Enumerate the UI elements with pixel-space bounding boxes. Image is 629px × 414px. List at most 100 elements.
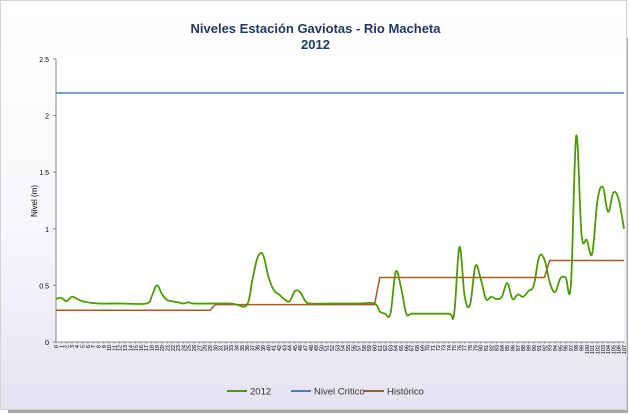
- x-tick-label: 67: [410, 345, 416, 351]
- x-tick-label: 42: [277, 345, 283, 351]
- x-tick-label: 34: [234, 345, 240, 351]
- x-tick-label: 85: [505, 345, 511, 351]
- x-tick-label: 11: [112, 345, 118, 351]
- x-tick-label: 65: [399, 345, 405, 351]
- x-tick-label: 13: [123, 345, 129, 351]
- x-tick-label: 29: [208, 345, 214, 351]
- x-tick-label: 102: [595, 345, 601, 354]
- x-tick-label: 55: [346, 345, 352, 351]
- y-tick-label: 1.5: [39, 170, 49, 177]
- x-tick-label: 106: [617, 345, 623, 354]
- x-tick-label: 48: [309, 345, 315, 351]
- x-tick-label: 87: [516, 345, 522, 351]
- chart-subtitle: 2012: [301, 37, 330, 52]
- x-tick-label: 7: [91, 345, 97, 348]
- chart-title: Niveles Estación Gaviotas - Rio Macheta: [190, 21, 441, 36]
- y-tick-label: 0: [45, 340, 49, 347]
- x-tick-label: 39: [261, 345, 267, 351]
- x-tick-label: 104: [606, 345, 612, 354]
- x-tick-label: 22: [171, 345, 177, 351]
- x-tick-label: 60: [373, 345, 379, 351]
- x-tick-label: 44: [288, 345, 294, 351]
- x-tick-label: 95: [558, 345, 564, 351]
- x-tick-label: 91: [537, 345, 543, 351]
- x-tick-label: 50: [319, 345, 325, 351]
- series-line-2012: [55, 134, 625, 320]
- x-tick-label: 40: [266, 345, 272, 351]
- x-tick-label: 71: [431, 345, 437, 351]
- x-tick-label: 31: [219, 345, 225, 351]
- x-tick-label: 103: [601, 345, 607, 354]
- x-tick-label: 45: [293, 345, 299, 351]
- x-tick-label: 69: [420, 345, 426, 351]
- legend-label: Histórico: [387, 387, 424, 398]
- x-tick-label: 82: [489, 345, 495, 351]
- x-tick-label: 41: [272, 345, 278, 351]
- x-tick-label: 75: [452, 345, 458, 351]
- x-tick-label: 21: [165, 345, 171, 351]
- x-tick-label: 0: [54, 345, 60, 348]
- x-tick-label: 77: [463, 345, 469, 351]
- x-tick-label: 6: [86, 345, 92, 348]
- x-tick-label: 19: [155, 345, 161, 351]
- x-tick-label: 70: [426, 345, 432, 351]
- x-tick-label: 86: [511, 345, 517, 351]
- x-tick-label: 64: [394, 345, 400, 351]
- x-tick-label: 30: [213, 345, 219, 351]
- x-tick-label: 99: [580, 345, 586, 351]
- x-tick-label: 84: [500, 345, 506, 351]
- x-tick-label: 53: [335, 345, 341, 351]
- x-tick-label: 43: [282, 345, 288, 351]
- x-tick-label: 9: [102, 345, 108, 348]
- x-tick-label: 63: [388, 345, 394, 351]
- y-axis-label: Nivel (m): [30, 185, 39, 217]
- x-tick-label: 72: [436, 345, 442, 351]
- series-line-hist-rico: [56, 259, 624, 312]
- x-tick-label: 92: [542, 345, 548, 351]
- x-tick-label: 26: [192, 345, 198, 351]
- x-tick-label: 4: [75, 345, 81, 348]
- x-tick-label: 51: [325, 345, 331, 351]
- x-tick-label: 83: [495, 345, 501, 351]
- x-tick-label: 38: [256, 345, 262, 351]
- x-tick-label: 62: [383, 345, 389, 351]
- x-tick-label: 80: [479, 345, 485, 351]
- x-tick-label: 12: [118, 345, 124, 351]
- x-tick-label: 58: [362, 345, 368, 351]
- x-tick-label: 3: [70, 345, 76, 348]
- x-tick-label: 54: [341, 345, 347, 351]
- x-tick-label: 5: [81, 345, 87, 348]
- x-tick-label: 32: [224, 345, 230, 351]
- x-tick-label: 98: [574, 345, 580, 351]
- y-tick-label: 0.5: [39, 283, 49, 290]
- x-tick-label: 100: [585, 345, 591, 354]
- x-tick-label: 20: [160, 345, 166, 351]
- x-tick-label: 78: [468, 345, 474, 351]
- x-tick-label: 37: [250, 345, 256, 351]
- x-tick-label: 96: [564, 345, 570, 351]
- x-tick-label: 27: [197, 345, 203, 351]
- y-tick-label: 2.5: [39, 57, 49, 64]
- x-tick-label: 28: [203, 345, 209, 351]
- y-tick-label: 1: [45, 227, 49, 234]
- legend-label: 2012: [250, 387, 271, 398]
- x-tick-label: 2: [65, 345, 71, 348]
- x-tick-label: 56: [351, 345, 357, 351]
- x-tick-label: 23: [176, 345, 182, 351]
- x-tick-label: 81: [484, 345, 490, 351]
- x-tick-label: 47: [303, 345, 309, 351]
- x-tick-label: 97: [569, 345, 575, 351]
- legend-label: Nivel Critico: [314, 387, 365, 398]
- x-tick-label: 76: [457, 345, 463, 351]
- x-tick-label: 16: [139, 345, 145, 351]
- line-chart: 00.511.522.5 0 1 2 3 4 5 6 7 8 9 10 11 12 13 14 15 16 17 1…: [30, 57, 626, 398]
- legend: 2012 Nivel Critico Histórico: [227, 387, 424, 398]
- x-tick-label: 93: [548, 345, 554, 351]
- series-layer: [55, 92, 625, 320]
- x-tick-label: 66: [404, 345, 410, 351]
- plot-area: [56, 59, 624, 342]
- x-tick-label: 88: [521, 345, 527, 351]
- x-tick-labels: 0 1 2 3 4 5 6 7 8 9 10 11 12 13 14 15 16 17 18 19 20 21 22 23 24…: [54, 342, 626, 354]
- x-tick-label: 107: [622, 345, 626, 354]
